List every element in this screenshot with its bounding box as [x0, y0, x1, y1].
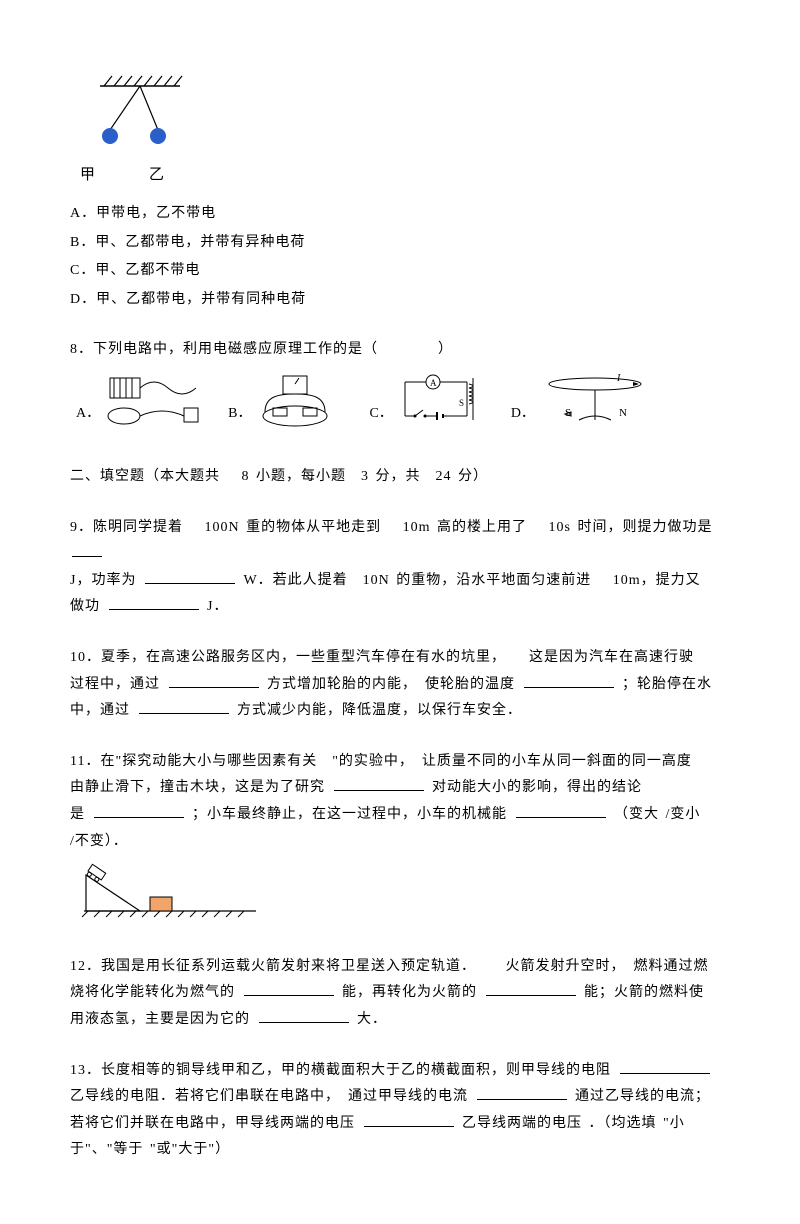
q11-blank2: [94, 803, 184, 818]
q8-opt-a: A．: [76, 372, 204, 428]
q11-l3b: ；小车最终静止，在这一过程中，小车的机械能: [192, 807, 507, 822]
q11-blank3: [516, 803, 606, 818]
q8-options-row: A． B． C．: [76, 372, 730, 428]
q8-opt-a-label: A．: [76, 401, 100, 428]
q8-opt-c-label: C．: [369, 401, 392, 428]
q13-blank2: [477, 1085, 567, 1100]
q12-l2a: 烧将化学能转化为燃气的: [70, 985, 235, 1000]
svg-text:A: A: [430, 378, 437, 388]
q9-blank3: [109, 595, 199, 610]
q7-opt-d: D．甲、乙都带电，并带有同种电荷: [70, 287, 730, 314]
svg-text:S: S: [459, 398, 464, 408]
q8-stem: 8．下列电路中，利用电磁感应原理工作的是（ ）: [70, 337, 730, 364]
q11-l3c: （变大 /变小: [614, 807, 700, 822]
q12-l2c: 能；火箭的燃料使: [584, 985, 704, 1000]
q9-blank1: [72, 542, 102, 557]
q11-l1: 11．在"探究动能大小与哪些因素有关 "的实验中， 让质量不同的小车从同一斜面的…: [70, 754, 692, 769]
q11-l2a: 由静止滑下，撞击木块，这是为了研究: [70, 780, 325, 795]
q10-l3a: 中，通过: [70, 703, 130, 718]
q11-blank1: [334, 776, 424, 791]
pendulum-labels: 甲 乙: [80, 161, 730, 190]
q13-l2a: 乙导线的电阻．若将它们串联在电路中， 通过甲导线的电流: [70, 1089, 468, 1104]
q11-diagram: [80, 863, 730, 930]
q9-l1a: 9．陈明同学提着 100N 重的物体从平地走到 10m 高的楼上用了 10s 时…: [70, 520, 712, 535]
q12-l1: 12．我国是用长征系列运载火箭发射来将卫星送入预定轨道． 火箭发射升空时， 燃料…: [70, 959, 709, 974]
q13: 13．长度相等的铜导线甲和乙，甲的横截面积大于乙的横截面积，则甲导线的电阻 乙导…: [70, 1058, 730, 1164]
ramp-svg: [80, 863, 260, 919]
q10-l1: 10．夏季，在高速公路服务区内，一些重型汽车停在有水的坑里， 这是因为汽车在高速…: [70, 650, 694, 665]
q8-img-d: I S N: [539, 372, 649, 428]
q13-l3b: 乙导线两端的电压 ．（均选填 "小: [462, 1116, 685, 1131]
q8-opt-d: D． I S N: [511, 372, 649, 428]
q8-img-b: [255, 372, 345, 428]
q12: 12．我国是用长征系列运载火箭发射来将卫星送入预定轨道． 火箭发射升空时， 燃料…: [70, 954, 730, 1034]
q7-diagram: 甲 乙: [80, 68, 730, 189]
q8-opt-d-label: D．: [511, 401, 535, 428]
pendulum-svg: [80, 68, 200, 158]
q10: 10．夏季，在高速公路服务区内，一些重型汽车停在有水的坑里， 这是因为汽车在高速…: [70, 645, 730, 725]
q12-l2b: 能，再转化为火箭的: [342, 985, 477, 1000]
q12-blank1: [244, 981, 334, 996]
section-2-title: 二、填空题（本大题共 8 小题，每小题 3 分，共 24 分）: [70, 464, 730, 491]
q9-blank2: [145, 569, 235, 584]
q13-l4: 于"、"等于 "或"大于"）: [70, 1142, 230, 1157]
q8-opt-b-label: B．: [228, 401, 251, 428]
q8: 8．下列电路中，利用电磁感应原理工作的是（ ） A． B．: [70, 337, 730, 428]
q12-blank3: [259, 1008, 349, 1023]
q10-l2c: ；轮胎停在水: [622, 677, 712, 692]
q12-l3a: 用液态氢，主要是因为它的: [70, 1012, 250, 1027]
q13-l2b: 通过乙导线的电流；: [575, 1089, 710, 1104]
q10-blank2: [524, 673, 614, 688]
q7-opt-b: B．甲、乙都带电，并带有异种电荷: [70, 230, 730, 257]
q11: 11．在"探究动能大小与哪些因素有关 "的实验中， 让质量不同的小车从同一斜面的…: [70, 749, 730, 855]
q10-blank1: [169, 673, 259, 688]
label-left: 甲: [80, 167, 103, 183]
q10-l3b: 方式减少内能，降低温度，以保行车安全．: [237, 703, 522, 718]
q8-opt-b: B．: [228, 372, 345, 428]
label-right: 乙: [149, 167, 164, 183]
q12-l3b: 大．: [357, 1012, 387, 1027]
q9-l2b: J．: [207, 599, 228, 614]
q9-l2a: 做功: [70, 599, 100, 614]
q10-blank3: [139, 699, 229, 714]
q10-l2b: 方式增加轮胎的内能， 使轮胎的温度: [267, 677, 515, 692]
q9: 9．陈明同学提着 100N 重的物体从平地走到 10m 高的楼上用了 10s 时…: [70, 515, 730, 621]
q10-l2a: 过程中，通过: [70, 677, 160, 692]
q8-opt-c: C． A S: [369, 372, 486, 428]
q11-l3a: 是: [70, 807, 85, 822]
svg-text:N: N: [619, 407, 627, 419]
q13-l3a: 若将它们并联在电路中，甲导线两端的电压: [70, 1116, 355, 1131]
q8-img-a: [104, 372, 204, 428]
q8-img-c: A S: [397, 372, 487, 428]
q9-l1c: W．若此人提着 10N 的重物，沿水平地面匀速前进 10m，提力又: [243, 573, 700, 588]
q11-l2b: 对动能大小的影响，得出的结论: [432, 780, 642, 795]
q7-opt-a: A．甲带电，乙不带电: [70, 201, 730, 228]
q12-blank2: [486, 981, 576, 996]
q9-l1b: J，功率为: [70, 573, 136, 588]
q11-l4: /不变）．: [70, 834, 128, 849]
q7-opt-c: C．甲、乙都不带电: [70, 258, 730, 285]
q13-blank1: [620, 1059, 710, 1074]
q13-blank3: [364, 1112, 454, 1127]
svg-text:I: I: [616, 373, 621, 384]
q13-l1: 13．长度相等的铜导线甲和乙，甲的横截面积大于乙的横截面积，则甲导线的电阻: [70, 1063, 611, 1078]
